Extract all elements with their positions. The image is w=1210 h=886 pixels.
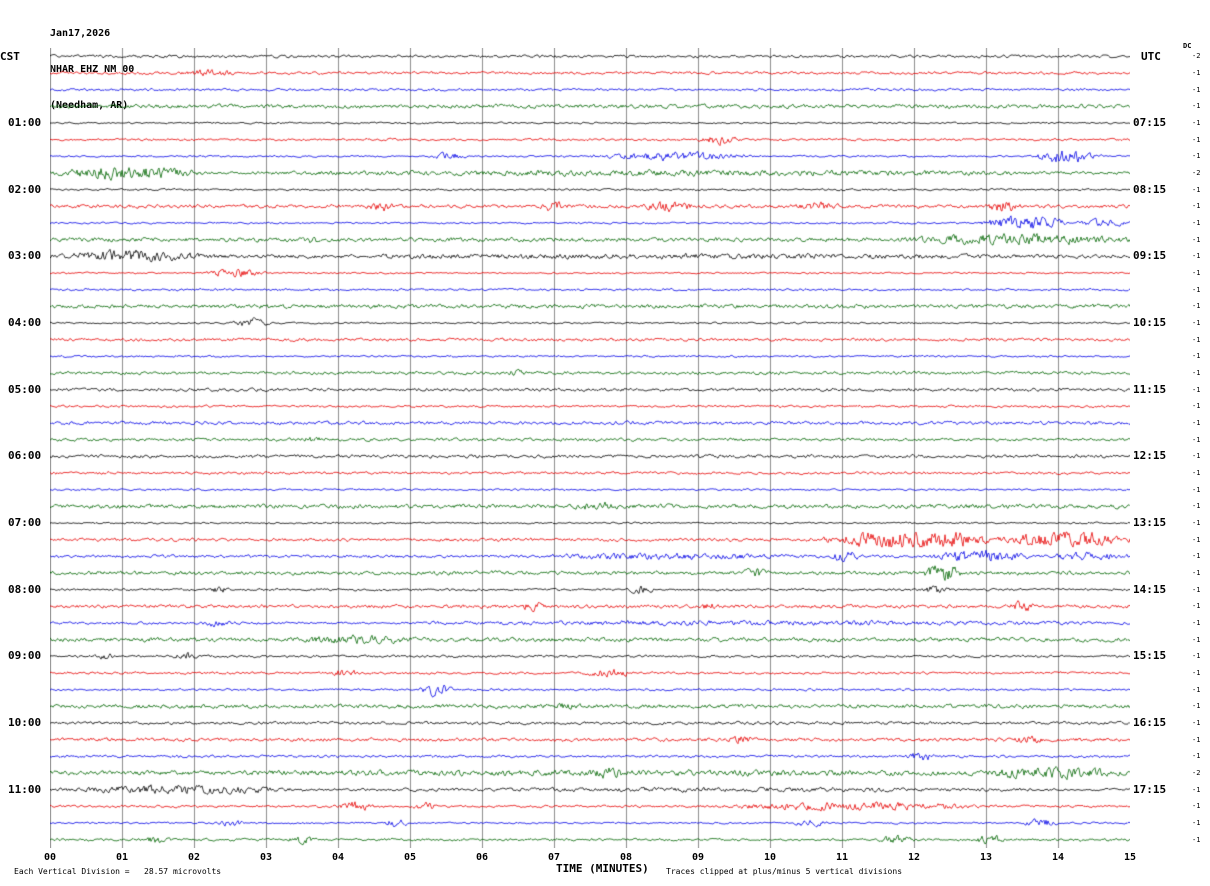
x-tick-label: 00 bbox=[43, 852, 57, 863]
trace-offset-label: -1 bbox=[1192, 419, 1201, 427]
trace-offset-label: -1 bbox=[1192, 185, 1201, 194]
left-hour-label: 01:00 bbox=[8, 116, 42, 129]
trace-offset-label: -1 bbox=[1192, 535, 1201, 544]
x-tick-label: 11 bbox=[835, 852, 849, 863]
seismogram-canvas bbox=[50, 48, 1130, 848]
x-tick-label: 03 bbox=[259, 852, 273, 863]
left-hour-label: 06:00 bbox=[8, 449, 42, 463]
trace-offset-label: -1 bbox=[1192, 719, 1201, 727]
trace-offset-label: -1 bbox=[1192, 669, 1201, 677]
x-tick-label: 14 bbox=[1051, 852, 1065, 863]
trace-offset-label: -1 bbox=[1192, 519, 1201, 527]
x-axis-title: TIME (MINUTES) bbox=[556, 862, 649, 875]
trace-offset-label: -1 bbox=[1192, 219, 1201, 227]
x-tick-label: 12 bbox=[907, 852, 921, 863]
trace-offset-label: -1 bbox=[1192, 819, 1201, 827]
left-hour-label: 09:00 bbox=[8, 649, 42, 663]
trace-offset-label: -1 bbox=[1192, 585, 1201, 594]
trace-offset-label: -1 bbox=[1192, 702, 1201, 711]
trace-offset-label: -2 bbox=[1192, 52, 1201, 61]
trace-offset-label: -1 bbox=[1192, 402, 1201, 411]
dc-label: DC bbox=[1183, 42, 1192, 50]
right-hour-label: 09:15 bbox=[1133, 249, 1167, 263]
trace-offset-label: -1 bbox=[1192, 569, 1201, 577]
trace-offset-label: -1 bbox=[1192, 319, 1201, 327]
right-hour-label: 15:15 bbox=[1133, 649, 1167, 663]
scale-note: Each Vertical Division = 28.57 microvolt… bbox=[14, 867, 222, 876]
trace-offset-label: -1 bbox=[1192, 335, 1201, 344]
trace-offset-label: -1 bbox=[1192, 735, 1201, 744]
right-hour-label: 17:15 bbox=[1133, 782, 1167, 796]
clip-note: Traces clipped at plus/minus 5 vertical … bbox=[666, 867, 903, 876]
left-hour-label: 08:00 bbox=[8, 582, 42, 596]
left-hour-label: 04:00 bbox=[8, 316, 42, 329]
x-tick-label: 08 bbox=[619, 852, 633, 863]
right-hour-label: 14:15 bbox=[1133, 582, 1167, 596]
x-tick-label: 13 bbox=[979, 852, 993, 863]
trace-offset-label: -1 bbox=[1192, 602, 1201, 611]
trace-offset-label: -1 bbox=[1192, 85, 1201, 94]
left-hour-label: 02:00 bbox=[8, 182, 42, 196]
x-tick-label: 09 bbox=[691, 852, 705, 863]
right-hour-label: 13:15 bbox=[1133, 516, 1167, 529]
trace-offset-label: -1 bbox=[1192, 469, 1201, 477]
trace-offset-label: -1 bbox=[1192, 485, 1201, 494]
trace-offset-label: -1 bbox=[1192, 385, 1201, 394]
trace-offset-label: -2 bbox=[1192, 169, 1201, 177]
trace-offset-label: -1 bbox=[1192, 119, 1201, 127]
trace-offset-label: -1 bbox=[1192, 635, 1201, 644]
trace-offset-label: -1 bbox=[1192, 452, 1201, 461]
trace-offset-label: -1 bbox=[1192, 152, 1201, 161]
trace-offset-label: -1 bbox=[1192, 285, 1201, 294]
trace-offset-label: -1 bbox=[1192, 652, 1201, 661]
x-tick-label: 07 bbox=[547, 852, 561, 863]
trace-offset-label: -1 bbox=[1192, 302, 1201, 311]
right-hour-label: 16:15 bbox=[1133, 716, 1167, 729]
left-hour-label: 03:00 bbox=[8, 249, 42, 263]
trace-offset-label: -1 bbox=[1192, 835, 1201, 844]
trace-offset-label: -1 bbox=[1192, 752, 1201, 761]
trace-offset-label: -1 bbox=[1192, 102, 1201, 111]
trace-offset-label: -1 bbox=[1192, 435, 1201, 444]
trace-offset-label: -1 bbox=[1192, 369, 1201, 377]
left-hour-label: 05:00 bbox=[8, 382, 42, 396]
right-axis-title: UTC bbox=[1141, 50, 1161, 63]
left-hour-label: 07:00 bbox=[8, 516, 42, 529]
trace-offset-label: -2 bbox=[1192, 769, 1201, 777]
trace-offset-label: -1 bbox=[1192, 202, 1201, 211]
left-axis-title: CST bbox=[0, 50, 20, 63]
x-tick-label: 06 bbox=[475, 852, 489, 863]
trace-offset-label: -1 bbox=[1192, 252, 1201, 261]
trace-offset-label: -1 bbox=[1192, 552, 1201, 561]
trace-offset-label: -1 bbox=[1192, 235, 1201, 244]
trace-offset-label: -1 bbox=[1192, 802, 1201, 811]
trace-offset-label: -1 bbox=[1192, 619, 1201, 627]
trace-offset-label: -1 bbox=[1192, 352, 1201, 361]
right-hour-label: 08:15 bbox=[1133, 182, 1167, 196]
right-hour-label: 11:15 bbox=[1133, 382, 1167, 396]
right-hour-label: 12:15 bbox=[1133, 449, 1167, 463]
trace-offset-label: -1 bbox=[1192, 502, 1201, 511]
right-hour-label: 07:15 bbox=[1133, 116, 1167, 129]
trace-offset-label: -1 bbox=[1192, 269, 1201, 277]
x-tick-label: 10 bbox=[763, 852, 777, 863]
trace-offset-label: -1 bbox=[1192, 69, 1201, 77]
x-tick-label: 02 bbox=[187, 852, 201, 863]
x-tick-label: 05 bbox=[403, 852, 417, 863]
trace-offset-label: -1 bbox=[1192, 785, 1201, 794]
header-date: Jan17,2026 bbox=[50, 28, 111, 39]
x-tick-label: 04 bbox=[331, 852, 345, 863]
right-hour-label: 10:15 bbox=[1133, 316, 1167, 329]
x-tick-label: 01 bbox=[115, 852, 129, 863]
x-tick-label: 15 bbox=[1123, 852, 1137, 863]
trace-offset-label: -1 bbox=[1192, 685, 1201, 694]
left-hour-label: 11:00 bbox=[8, 782, 42, 796]
left-hour-label: 10:00 bbox=[8, 716, 42, 729]
trace-offset-label: -1 bbox=[1192, 135, 1201, 144]
